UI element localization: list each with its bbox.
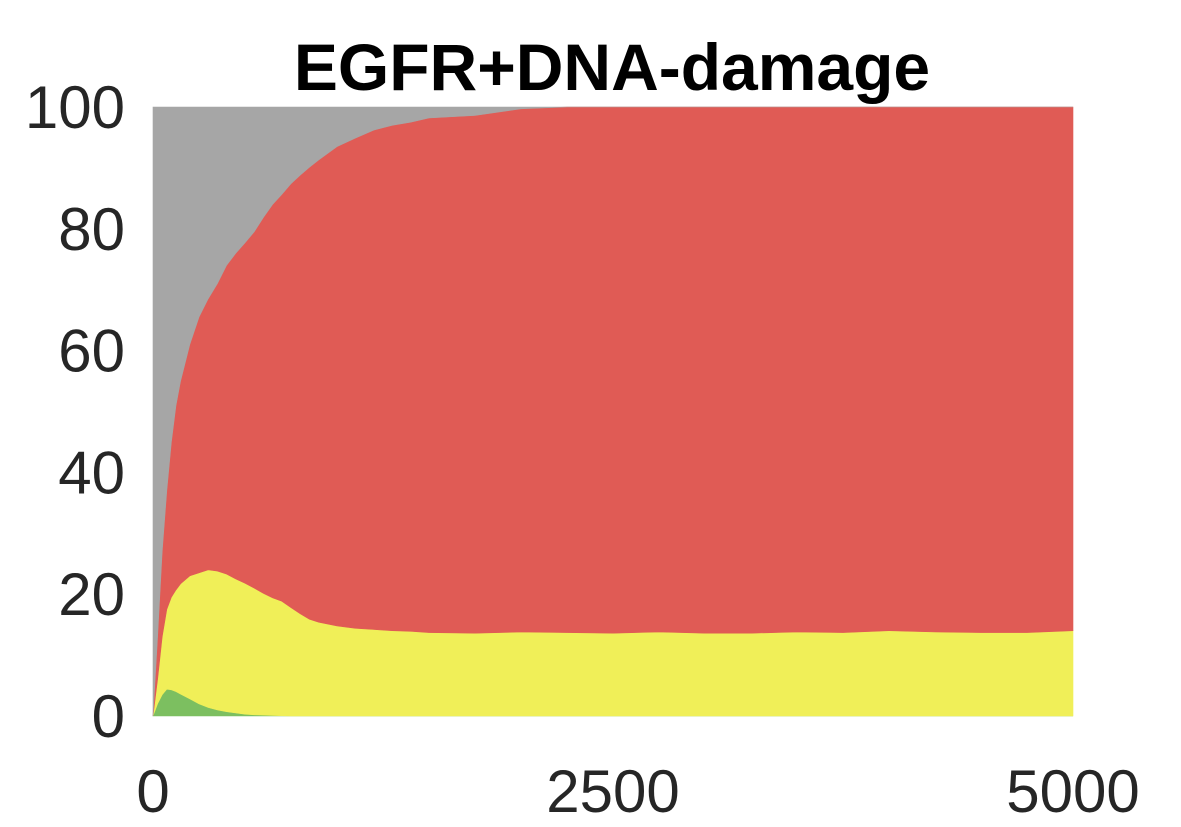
y-tick-label: 0 xyxy=(92,683,125,750)
y-axis-tick-labels: 0 20 40 60 80 100 xyxy=(25,74,125,750)
y-tick-label: 80 xyxy=(58,196,125,263)
x-axis-tick-labels: 0 2500 5000 xyxy=(136,758,1139,825)
y-tick-label: 20 xyxy=(58,561,125,628)
stacked-areas xyxy=(152,106,1074,717)
x-tick-label: 0 xyxy=(136,758,169,825)
y-tick-label: 40 xyxy=(58,439,125,506)
x-tick-label: 2500 xyxy=(546,758,679,825)
x-tick-label: 5000 xyxy=(1006,758,1139,825)
y-tick-label: 100 xyxy=(25,74,125,141)
area-series-4 xyxy=(152,106,1073,717)
y-tick-label: 60 xyxy=(58,318,125,385)
chart-title: EGFR+DNA-damage xyxy=(294,30,930,104)
